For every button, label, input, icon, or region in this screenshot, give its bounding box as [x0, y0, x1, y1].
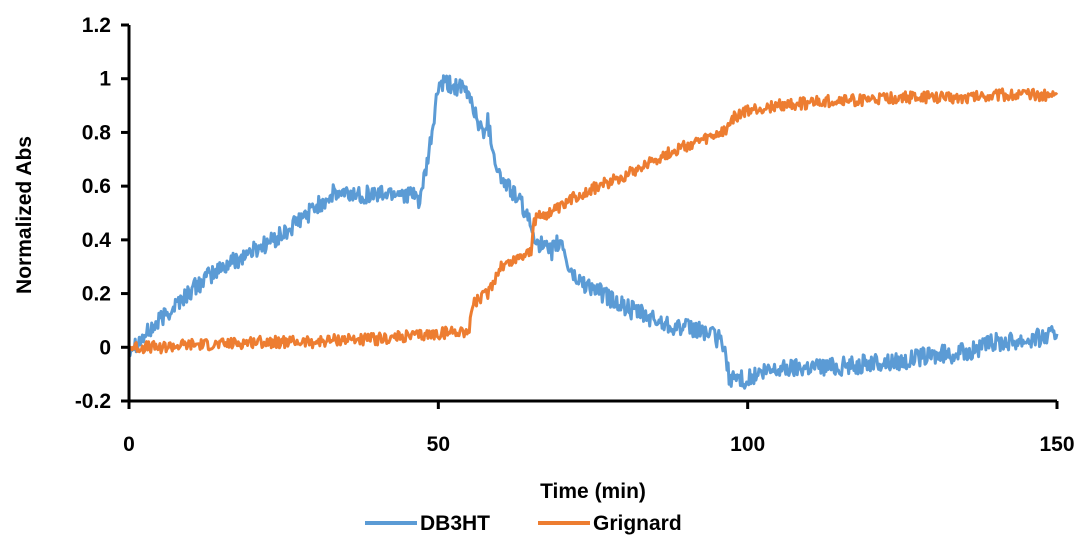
legend-label-db3ht: DB3HT: [420, 512, 490, 535]
y-tick-label: 0.4: [82, 229, 112, 252]
y-axis-title: Normalized Abs: [13, 136, 36, 294]
y-tick-label: 0.8: [82, 121, 112, 144]
series-line-db3ht: [127, 74, 1059, 390]
y-tick-label: 0.2: [82, 283, 111, 306]
y-tick-label: 1.2: [82, 14, 111, 37]
ticks-layer: -0.2 0 0.2 0.4 0.6 0.8 1 1.2 0 50 100 150: [75, 14, 1075, 456]
x-tick-label: 50: [427, 433, 450, 456]
y-tick-label: -0.2: [75, 390, 111, 413]
y-tick-label: 1: [99, 68, 111, 91]
axes-layer: [127, 25, 1057, 403]
legend-label-grignard: Grignard: [593, 512, 682, 535]
series-layer: [127, 74, 1059, 390]
x-tick-label: 0: [123, 433, 135, 456]
x-axis-title: Time (min): [540, 480, 646, 503]
x-tick-label: 100: [730, 433, 765, 456]
y-tick-label: 0.6: [82, 175, 111, 198]
series-line-grignard: [127, 87, 1059, 355]
x-tick-label: 150: [1039, 433, 1074, 456]
y-tick-label: 0: [99, 336, 111, 359]
legend: DB3HT Grignard: [365, 512, 682, 535]
